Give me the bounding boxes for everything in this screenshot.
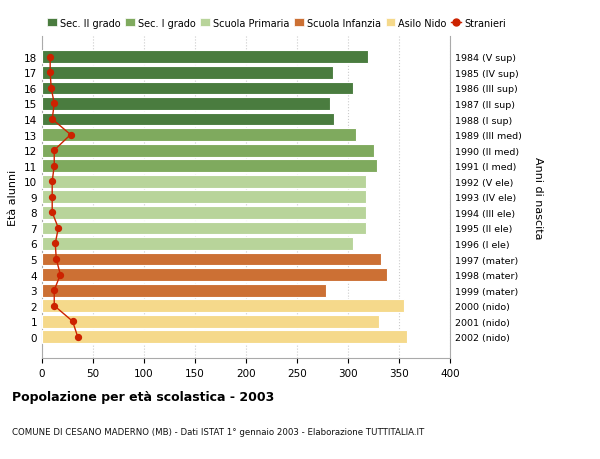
Point <box>68 318 77 325</box>
Bar <box>42 175 367 188</box>
Bar <box>42 98 329 111</box>
Legend: Sec. II grado, Sec. I grado, Scuola Primaria, Scuola Infanzia, Asilo Nido, Stran: Sec. II grado, Sec. I grado, Scuola Prim… <box>47 19 506 28</box>
Point <box>73 333 83 341</box>
Text: Popolazione per età scolastica - 2003: Popolazione per età scolastica - 2003 <box>12 390 274 403</box>
Bar <box>42 238 353 250</box>
Bar <box>42 160 377 173</box>
Y-axis label: Età alunni: Età alunni <box>8 169 19 225</box>
Bar <box>42 269 387 281</box>
Point <box>56 271 65 279</box>
Bar <box>42 222 367 235</box>
Point <box>49 162 59 170</box>
Point <box>49 287 59 294</box>
Bar <box>42 330 407 343</box>
Bar <box>42 51 368 64</box>
Y-axis label: Anni di nascita: Anni di nascita <box>533 156 543 239</box>
Point <box>47 116 57 123</box>
Bar <box>42 145 374 157</box>
Point <box>52 256 61 263</box>
Bar <box>42 67 333 79</box>
Text: COMUNE DI CESANO MADERNO (MB) - Dati ISTAT 1° gennaio 2003 - Elaborazione TUTTIT: COMUNE DI CESANO MADERNO (MB) - Dati IST… <box>12 427 424 436</box>
Point <box>47 178 57 185</box>
Point <box>46 69 55 77</box>
Bar <box>42 191 367 204</box>
Point <box>46 85 56 92</box>
Point <box>47 194 57 201</box>
Bar <box>42 207 367 219</box>
Point <box>49 302 59 310</box>
Bar <box>42 284 326 297</box>
Bar <box>42 253 380 266</box>
Point <box>46 54 55 62</box>
Point <box>49 101 59 108</box>
Point <box>66 132 76 139</box>
Point <box>50 240 60 247</box>
Point <box>53 225 63 232</box>
Point <box>47 209 57 217</box>
Bar <box>42 300 404 313</box>
Bar <box>42 82 353 95</box>
Bar <box>42 315 379 328</box>
Bar <box>42 113 334 126</box>
Point <box>49 147 59 155</box>
Bar <box>42 129 356 142</box>
